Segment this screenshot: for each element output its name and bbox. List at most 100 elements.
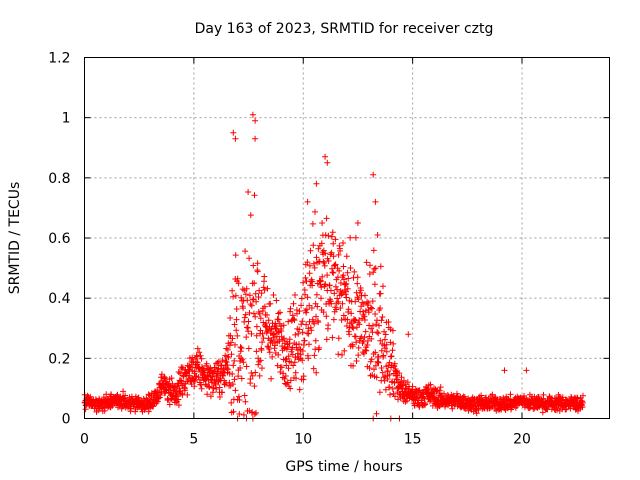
data-point	[252, 369, 259, 376]
data-point	[192, 378, 198, 385]
data-point	[309, 220, 316, 227]
data-point	[344, 285, 351, 292]
data-point	[355, 352, 362, 359]
data-point	[306, 341, 312, 348]
data-point	[233, 327, 240, 334]
data-point	[335, 251, 342, 258]
x-tick-label: 5	[189, 432, 198, 448]
data-point	[268, 375, 275, 382]
data-point	[301, 337, 308, 344]
data-point	[291, 359, 298, 366]
data-point	[224, 362, 231, 369]
data-point	[259, 339, 266, 346]
data-point	[275, 351, 282, 358]
data-point	[374, 232, 381, 238]
data-point	[285, 318, 292, 325]
data-point	[340, 263, 347, 270]
data-point	[360, 308, 366, 315]
data-point	[324, 272, 331, 279]
data-point	[574, 395, 581, 402]
data-point	[198, 385, 205, 392]
data-point	[287, 305, 294, 312]
data-point	[295, 350, 302, 357]
y-tick-label: 0.8	[48, 171, 70, 187]
tick-labels: 0 0.2 0.4 0.6 0.8 1 1.2 0 5 10 15 20	[48, 51, 531, 448]
data-point	[289, 351, 296, 358]
data-point	[398, 374, 405, 381]
data-point	[197, 352, 204, 359]
data-point	[409, 383, 416, 390]
data-point	[205, 383, 212, 390]
data-point	[381, 336, 388, 343]
data-point	[291, 317, 298, 324]
data-point	[278, 328, 285, 334]
data-point	[254, 260, 261, 267]
data-point	[345, 275, 352, 282]
data-point	[369, 322, 376, 329]
data-point	[396, 370, 403, 377]
data-point	[315, 245, 322, 252]
data-point	[353, 339, 360, 346]
data-point	[300, 373, 307, 380]
data-point	[386, 384, 393, 391]
data-point	[257, 327, 264, 334]
data-point	[228, 399, 235, 406]
data-point	[230, 129, 237, 136]
data-point	[389, 327, 396, 334]
data-point	[246, 309, 253, 316]
data-point	[161, 373, 168, 380]
data-point	[356, 321, 363, 328]
y-tick-label: 1.2	[48, 51, 70, 67]
data-point	[245, 189, 252, 195]
data-point	[378, 365, 385, 371]
data-point	[245, 318, 252, 325]
data-point	[222, 358, 229, 365]
data-point	[579, 399, 586, 406]
data-point	[246, 255, 253, 262]
data-point	[382, 345, 389, 352]
data-point	[341, 276, 347, 283]
data-point	[258, 290, 265, 297]
x-tick-label: 0	[80, 432, 89, 448]
data-point	[264, 343, 271, 350]
data-point	[243, 363, 250, 370]
data-point	[343, 323, 350, 329]
data-point	[388, 353, 395, 360]
data-point	[237, 348, 244, 355]
grid	[84, 57, 610, 419]
data-point	[281, 375, 288, 382]
data-point	[352, 234, 359, 241]
data-point	[325, 322, 332, 329]
data-point	[389, 385, 396, 392]
data-point	[379, 369, 386, 376]
data-point	[313, 313, 319, 320]
data-point	[311, 264, 318, 271]
data-point	[214, 359, 221, 366]
data-point	[396, 379, 403, 386]
data-point	[304, 330, 311, 337]
data-point	[386, 371, 393, 378]
data-point	[373, 374, 380, 381]
data-point	[252, 290, 259, 297]
data-point	[260, 284, 267, 291]
data-point	[298, 302, 305, 309]
data-point	[316, 344, 323, 351]
data-point	[303, 309, 310, 316]
data-point	[330, 269, 337, 276]
data-point	[296, 308, 303, 315]
data-point	[523, 367, 530, 374]
data-point	[135, 394, 142, 401]
data-point	[311, 352, 318, 359]
data-point	[235, 373, 242, 380]
data-point	[362, 328, 369, 335]
data-point	[364, 337, 371, 344]
data-point	[300, 279, 307, 286]
data-point	[322, 153, 329, 160]
data-point	[264, 328, 271, 335]
data-point	[313, 369, 320, 376]
data-point	[226, 342, 233, 349]
y-tick-label: 0	[62, 412, 71, 428]
data-point	[216, 394, 223, 400]
data-point	[580, 392, 586, 399]
